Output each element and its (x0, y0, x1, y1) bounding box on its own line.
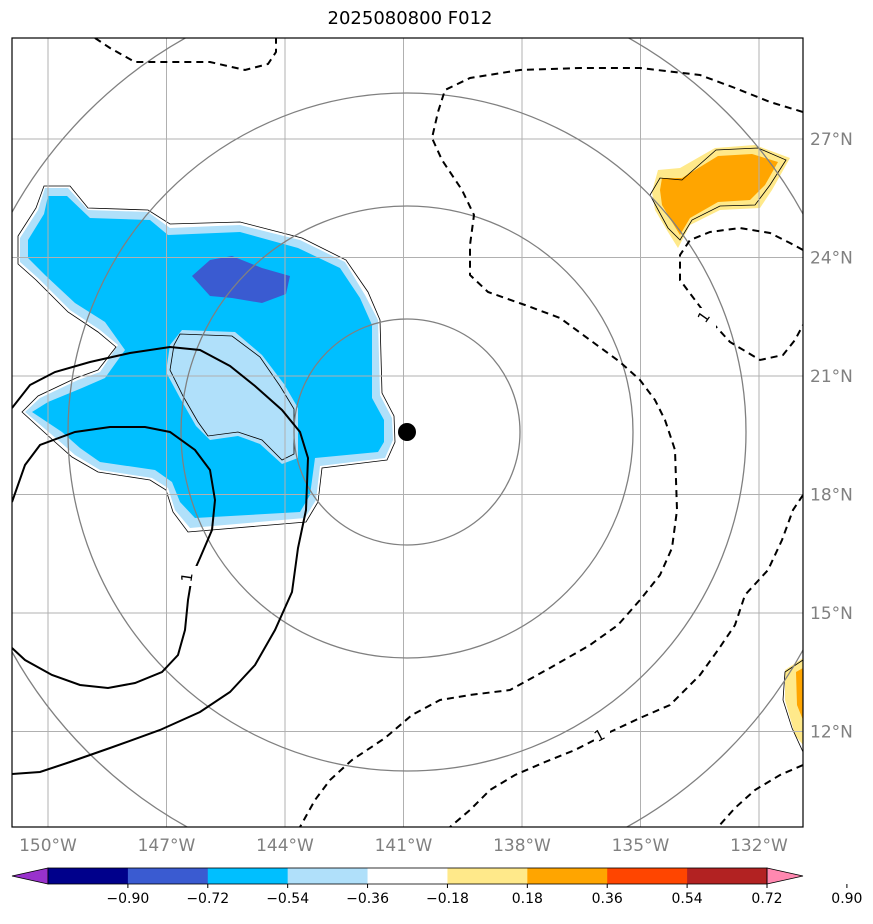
shade-blue (28, 196, 384, 518)
dashed-contour-main (299, 67, 803, 827)
colorbar-label-9: 0.90 (831, 891, 862, 907)
colorbar-segment-7 (607, 868, 688, 884)
map-area (12, 38, 803, 827)
x-axis-labels: 150°W 147°W 144°W 141°W 138°W 135°W 132°W (19, 836, 788, 856)
colorbar-extend-low (11, 867, 49, 885)
colorbar-segment-6 (527, 868, 608, 884)
range-ring-3 (67, 92, 747, 772)
gridlines (12, 38, 803, 827)
solid-contour-outer (12, 345, 310, 775)
shade-outline-se (782, 659, 803, 753)
colorbar-label-1: −0.72 (186, 891, 229, 907)
colorbar-label-2: −0.54 (266, 891, 309, 907)
storm-center-marker (398, 423, 416, 441)
colorbar-label-5: 0.18 (512, 891, 543, 907)
colorbar-segment-3 (287, 868, 369, 884)
shade-orange-ne (660, 154, 778, 235)
x-tick-label-0: 150°W (19, 836, 77, 856)
shade-orange-se (796, 668, 803, 720)
solid-contours (12, 345, 310, 775)
y-tick-label-0: 27°N (810, 130, 853, 150)
y-tick-label-2: 21°N (810, 367, 853, 387)
shade-outline-ne (649, 147, 787, 241)
colorbar-segment-4 (367, 868, 448, 884)
dashed-contour-top (94, 38, 277, 72)
plot-frame (11, 37, 804, 828)
colorbar-segment-8 (687, 868, 768, 884)
x-tick-label-1: 147°W (138, 836, 196, 856)
range-ring-2 (180, 205, 634, 659)
contour-labels: 1 1 1 (177, 308, 716, 746)
x-tick-label-2: 144°W (256, 836, 314, 856)
y-tick-label-4: 15°N (810, 604, 853, 624)
dashed-contour-ne (679, 226, 803, 362)
colorbar-segment-0 (48, 868, 129, 884)
x-tick-label-6: 132°W (730, 836, 788, 856)
colorbar-label-4: −0.18 (426, 891, 469, 907)
colorbar-segment-5 (447, 868, 528, 884)
range-ring-1 (293, 318, 521, 546)
dashed-contour-se1 (449, 494, 803, 827)
chart-title: 2025080800 F012 (327, 8, 493, 29)
range-rings (12, 38, 803, 827)
y-tick-label-3: 18°N (810, 486, 853, 506)
x-tick-label-4: 138°W (493, 836, 551, 856)
x-tick-label-5: 135°W (612, 836, 670, 856)
colorbar: −0.90 −0.72 −0.54 −0.36 −0.18 0.18 0.36 0.54 0.7… (11, 867, 862, 907)
colorbar-segment-1 (127, 868, 209, 884)
y-tick-label-1: 24°N (810, 249, 853, 269)
colorbar-segment-2 (207, 868, 289, 884)
colorbar-frame (47, 867, 768, 885)
colorbar-label-8: 0.72 (751, 891, 782, 907)
colorbar-label-0: −0.90 (106, 891, 149, 907)
colorbar-label-7: 0.54 (672, 891, 703, 907)
y-axis-labels: 27°N 24°N 21°N 18°N 15°N 12°N (810, 130, 853, 743)
solid-contour-inner (12, 426, 217, 690)
y-tick-label-5: 12°N (810, 723, 853, 743)
contour-label-1a: 1 (177, 571, 196, 583)
colorbar-extend-high (766, 867, 804, 885)
dashed-contour-se2 (717, 764, 803, 827)
shade-outline (17, 185, 396, 533)
dashed-contours (94, 38, 803, 827)
colorbar-label-3: −0.36 (346, 891, 389, 907)
colorbar-label-6: 0.36 (592, 891, 623, 907)
x-tick-label-3: 141°W (375, 836, 433, 856)
